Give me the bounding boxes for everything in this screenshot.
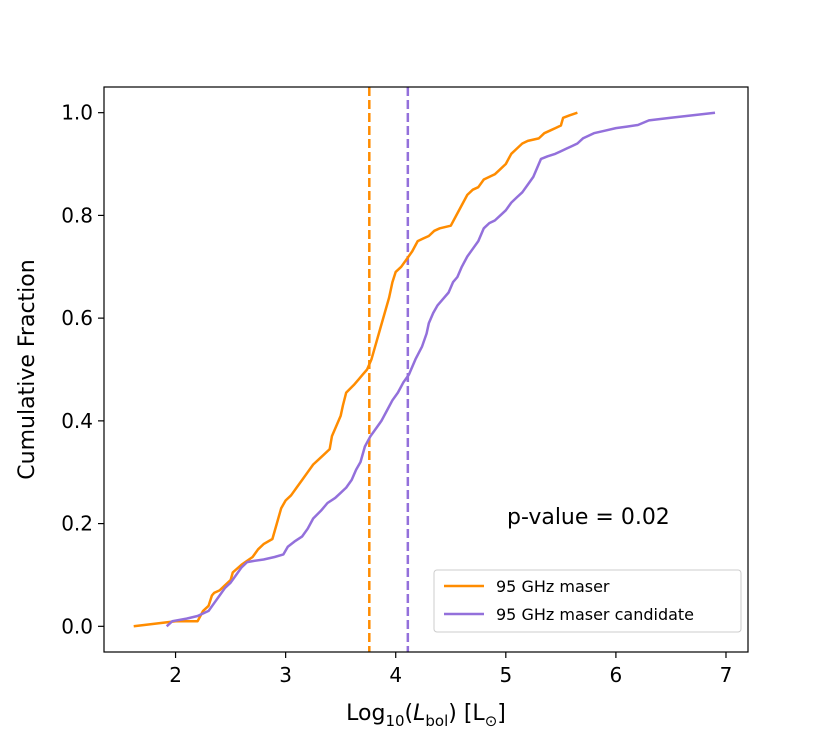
plot-area bbox=[133, 87, 716, 652]
y-tick-label: 0.2 bbox=[61, 512, 93, 536]
x-tick-label: 3 bbox=[279, 663, 292, 687]
series-line-candidate bbox=[165, 111, 716, 628]
x-label-varsub: bol bbox=[425, 712, 448, 730]
x-label-prefix: Log bbox=[346, 701, 385, 726]
x-tick-label: 4 bbox=[389, 663, 402, 687]
y-tick-label: 0.6 bbox=[61, 306, 93, 330]
y-axis-label: Cumulative Fraction bbox=[15, 259, 40, 479]
legend-box bbox=[433, 569, 742, 633]
legend-label-maser: 95 GHz maser bbox=[496, 577, 610, 596]
y-tick-label: 0.8 bbox=[61, 203, 93, 227]
legend-label-candidate: 95 GHz maser candidate bbox=[496, 605, 694, 624]
legend: 95 GHz maser 95 GHz maser candidate bbox=[433, 569, 742, 633]
x-label-sub: 10 bbox=[385, 712, 404, 730]
axes-frame bbox=[103, 86, 749, 653]
y-tick-label: 0.0 bbox=[61, 614, 93, 638]
x-label-close: ) [L bbox=[448, 701, 485, 726]
x-tick-label: 5 bbox=[499, 663, 512, 687]
x-label-open: ( bbox=[405, 701, 414, 726]
ticks: 2 3 4 5 6 7 0.0 0.2 0.4 0.6 0.8 1.0 bbox=[61, 101, 732, 687]
x-axis-label: Log10(Lbol) [L⊙] bbox=[346, 701, 506, 730]
series-line-maser bbox=[133, 111, 578, 628]
x-tick-label: 6 bbox=[610, 663, 623, 687]
p-value-annotation: p-value = 0.02 bbox=[507, 505, 670, 530]
y-tick-label: 1.0 bbox=[61, 101, 93, 125]
y-tick-label: 0.4 bbox=[61, 409, 93, 433]
x-tick-label: 7 bbox=[720, 663, 733, 687]
x-tick-label: 2 bbox=[169, 663, 182, 687]
x-label-var: L bbox=[413, 701, 425, 726]
x-label-unit-sub: ⊙ bbox=[485, 712, 498, 730]
x-label-end: ] bbox=[497, 701, 506, 726]
